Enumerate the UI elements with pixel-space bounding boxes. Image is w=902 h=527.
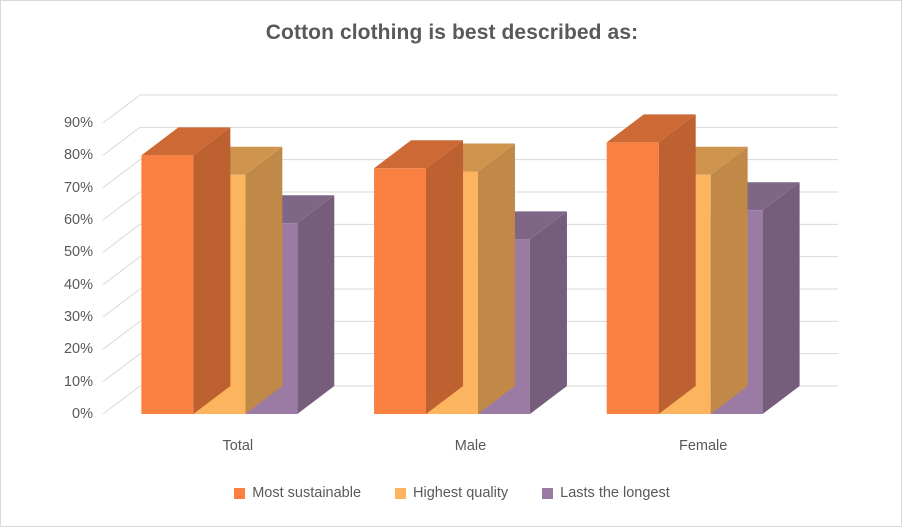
gridline-depth (102, 320, 141, 350)
bar-side-face (658, 114, 696, 415)
gridline-depth (102, 223, 141, 253)
x-axis-label-female: Female (678, 438, 728, 454)
gridline-depth (102, 159, 141, 189)
bar-female-most-sustainable[interactable] (606, 114, 696, 415)
legend-swatch-icon (234, 487, 246, 499)
y-axis-tick-labels: 0% 10% 20% 30% 40% 50% 60% 70% 80% 90% (23, 1, 93, 471)
x-axis-category-labels: Total Male Female (1, 438, 901, 464)
y-axis-tick-label: 0% (72, 406, 93, 422)
bar-side-face (477, 143, 515, 414)
gridline-depth (102, 385, 141, 415)
gridline-depth (102, 256, 141, 286)
gridline-depth (102, 353, 141, 383)
y-axis-tick-label: 80% (63, 147, 93, 164)
legend-item-lasts-the-longest[interactable]: Lasts the longest (542, 485, 670, 501)
y-axis-tick-label: 20% (63, 341, 93, 358)
y-axis-tick-label: 70% (63, 179, 93, 196)
legend-swatch-icon (542, 487, 554, 499)
bar-side-face (762, 182, 800, 414)
y-axis-tick-label: 30% (63, 309, 93, 325)
bar-total-most-sustainable[interactable] (141, 127, 231, 415)
y-axis-tick-label: 90% (63, 115, 93, 131)
gridline-depth (102, 191, 141, 221)
chart-plot-svg (102, 94, 838, 415)
chart-legend: Most sustainable Highest quality Lasts the… (1, 485, 901, 501)
gridline-depth (102, 126, 141, 156)
bar-side-face (710, 146, 748, 414)
x-axis-label-total: Total (222, 438, 254, 454)
bar-side-face (426, 140, 464, 414)
plot-area (1, 1, 901, 471)
legend-label: Highest quality (413, 485, 509, 501)
bar-front-face (141, 155, 194, 415)
y-axis-tick-label: 60% (63, 212, 93, 228)
legend-label: Lasts the longest (560, 485, 670, 501)
bar-side-face (193, 127, 231, 414)
legend-item-most-sustainable[interactable]: Most sustainable (234, 485, 361, 501)
bar-side-face (529, 211, 567, 414)
legend-swatch-icon (395, 487, 407, 499)
bar-side-face (297, 195, 335, 414)
bar-top-face (141, 127, 231, 156)
y-axis-tick-label: 40% (63, 276, 93, 293)
legend-label: Most sustainable (252, 485, 362, 501)
y-axis-tick-label: 50% (63, 244, 93, 261)
y-axis-tick-label: 10% (63, 373, 93, 390)
bar-front-face (374, 168, 427, 414)
x-axis-label-male: Male (454, 438, 487, 454)
gridline-depth (102, 288, 141, 318)
legend-item-highest-quality[interactable]: Highest quality (395, 485, 508, 501)
bar-top-face (374, 140, 464, 169)
chart-title: Cotton clothing is best described as: (265, 21, 639, 44)
bar-front-face (606, 142, 659, 414)
bar-top-face (606, 114, 696, 143)
gridline-depth (102, 94, 141, 124)
bar-side-face (245, 146, 283, 414)
bar-male-most-sustainable[interactable] (374, 140, 464, 414)
